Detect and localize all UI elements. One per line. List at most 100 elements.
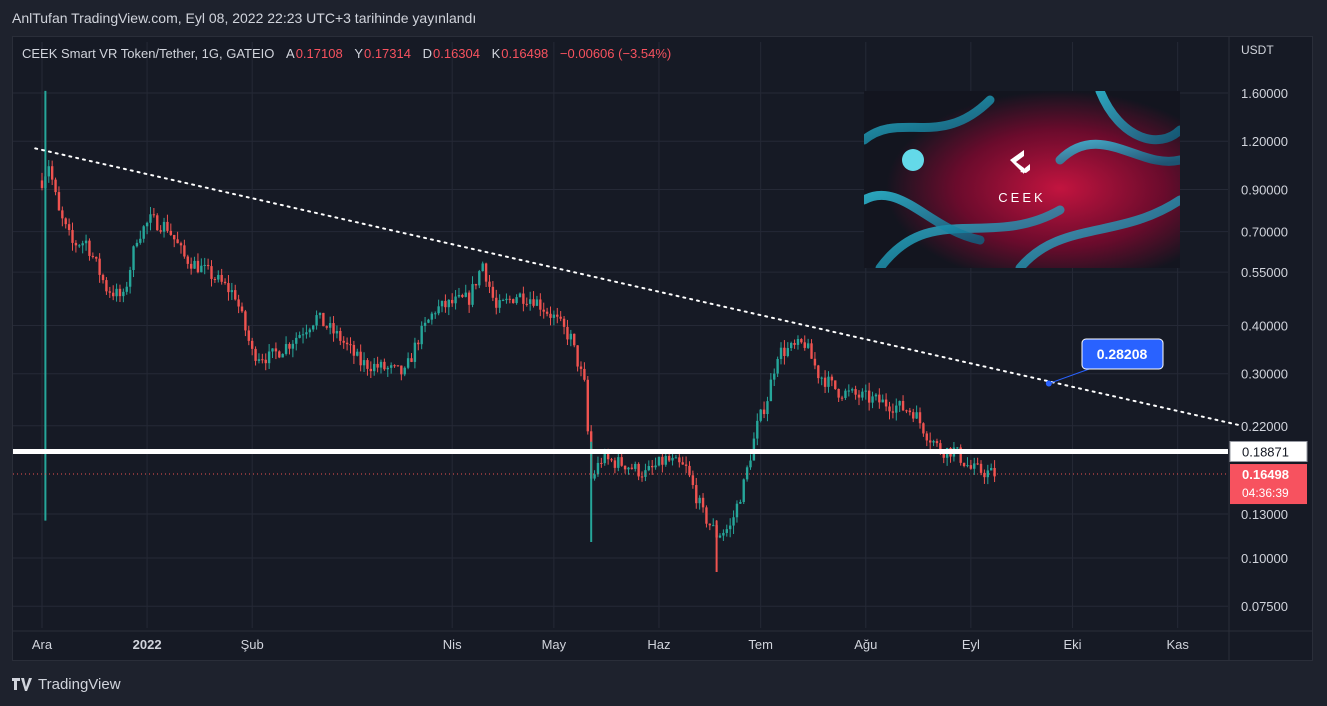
candle-body — [990, 467, 993, 471]
candle-body — [617, 457, 620, 468]
candle-body — [434, 313, 437, 315]
candle-body — [50, 166, 54, 180]
candle-body — [610, 459, 613, 461]
candle-body — [874, 394, 878, 397]
candle-body — [447, 299, 450, 308]
candle-body — [603, 453, 606, 464]
candle-body — [878, 394, 881, 403]
candle-body — [284, 344, 288, 354]
candle-body — [227, 283, 230, 293]
time-axis-tick-label: Ağu — [854, 637, 877, 652]
candle-body — [864, 390, 867, 392]
candle-body — [742, 479, 745, 502]
candle-body — [400, 365, 403, 375]
high-value: 0.17314 — [363, 46, 411, 61]
candle-body — [349, 344, 352, 346]
candle-body — [244, 311, 247, 331]
candle-body — [630, 467, 634, 469]
candle-body — [210, 266, 213, 279]
candle-body — [274, 348, 278, 352]
candle-body — [403, 367, 406, 375]
neon-glow-dot — [902, 149, 924, 171]
candle-body — [440, 300, 444, 307]
candle-body — [678, 457, 681, 463]
candle-body — [762, 409, 766, 415]
time-axis-tick-label: May — [542, 637, 567, 652]
candle-body — [532, 299, 535, 306]
candle-body — [234, 290, 237, 300]
candle-body — [867, 390, 871, 403]
candle-body — [169, 230, 173, 235]
candle-body — [386, 367, 389, 370]
candle-body — [556, 314, 559, 317]
candle-body — [183, 245, 186, 257]
candle-body — [454, 296, 457, 304]
candle-body — [278, 351, 281, 358]
price-axis-tick-label: 0.13000 — [1241, 507, 1288, 522]
candle-body — [413, 342, 417, 362]
candle-body — [179, 243, 183, 246]
candle-body — [651, 466, 654, 468]
candle-body — [613, 460, 617, 468]
candle-body — [379, 361, 383, 368]
tradingview-brand[interactable]: TradingView — [12, 676, 121, 693]
candle-body — [301, 334, 305, 336]
price-axis-currency: USDT — [1241, 43, 1274, 57]
candle-body — [339, 330, 342, 341]
candle-body — [108, 291, 111, 293]
time-axis-tick-label: 2022 — [133, 637, 162, 652]
candle-body — [834, 380, 837, 389]
candle-body — [800, 338, 803, 343]
candle-body — [745, 467, 749, 480]
candle-body — [776, 358, 779, 374]
candle-body — [915, 412, 918, 419]
symbol-title[interactable]: CEEK Smart VR Token/Tether, 1G, GATEIO — [22, 46, 275, 61]
support-price-label: 0.18871 — [1242, 444, 1289, 459]
candle-body — [813, 358, 817, 366]
candle-body — [562, 318, 566, 327]
neon-streak — [1095, 91, 1180, 145]
candle-body — [667, 456, 671, 461]
candle-body — [196, 260, 200, 273]
candle-body — [925, 433, 928, 441]
ceek-wordmark: CEEK — [998, 190, 1045, 205]
candle-body — [166, 221, 169, 231]
candle-body — [922, 423, 925, 434]
candle-body — [749, 460, 752, 468]
candle-body — [823, 377, 827, 387]
candle-body — [457, 295, 461, 297]
candle-body — [61, 210, 64, 219]
candle-body — [342, 340, 345, 343]
candle-body — [817, 365, 820, 379]
candle-body — [410, 358, 413, 362]
candle-body — [640, 476, 644, 478]
candle-body — [539, 299, 542, 310]
candle-body — [461, 295, 464, 297]
candle-body — [142, 226, 145, 239]
candle-body — [993, 467, 996, 477]
candle-body — [545, 311, 549, 314]
candle-body — [111, 292, 115, 297]
close-label: K — [491, 46, 501, 61]
candle-body — [810, 343, 813, 359]
candle-body — [78, 245, 81, 247]
candle-body — [779, 347, 783, 359]
candle-body — [688, 465, 691, 476]
candle-body — [98, 258, 101, 275]
candle-body — [383, 361, 386, 370]
candle-body — [705, 507, 708, 524]
candle-body — [478, 271, 481, 286]
candle-body — [366, 360, 369, 369]
candle-body — [939, 443, 942, 454]
candle-body — [871, 396, 874, 403]
candle-body — [837, 388, 840, 398]
candle-body — [766, 401, 769, 415]
candle-body — [420, 325, 423, 345]
candle-body — [512, 299, 515, 304]
time-axis-tick-label: Ara — [32, 637, 53, 652]
candle-body — [271, 348, 274, 352]
candle-body — [264, 359, 267, 364]
candle-body — [203, 264, 206, 266]
candle-body — [295, 337, 298, 344]
